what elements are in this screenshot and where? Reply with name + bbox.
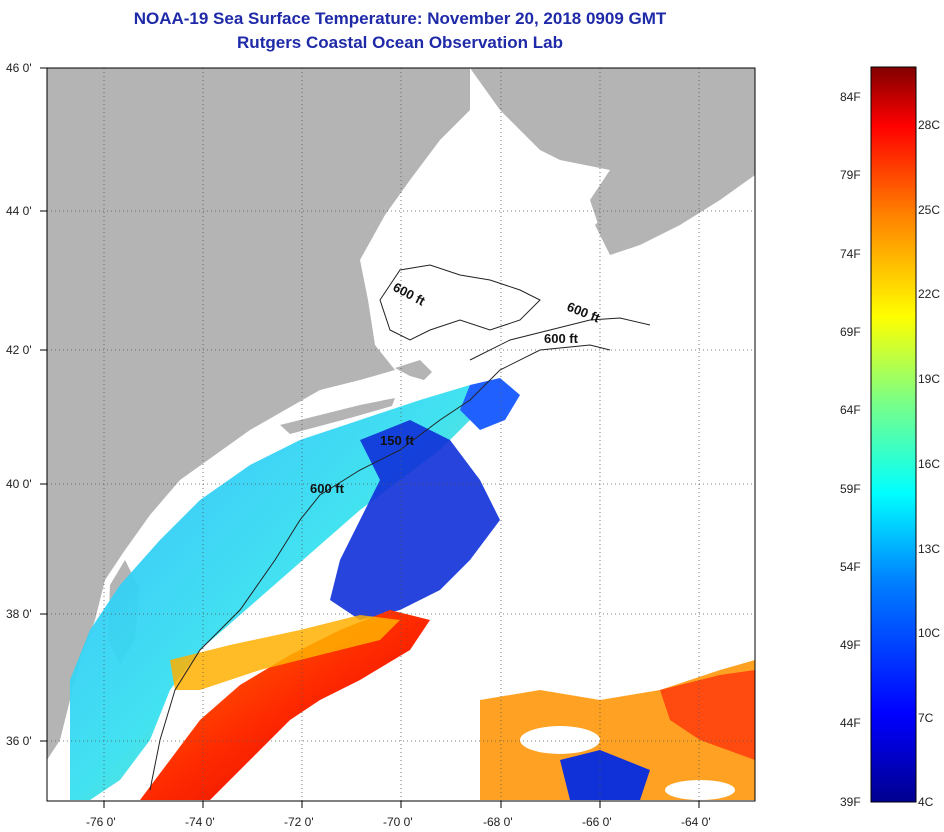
lat-tick-label: 44 0' [6, 204, 32, 218]
colorbar-f-labels: 84F 79F 74F 69F 64F 59F 54F 49F 44F 39F [840, 90, 861, 809]
contour-600ft [149, 344, 611, 791]
sst-warm-core [660, 670, 755, 760]
colorbar-f-label: 64F [840, 403, 861, 417]
colorbar-f-label: 59F [840, 482, 861, 496]
sst-cold-south [560, 750, 650, 800]
colorbar-c-label: 28C [918, 118, 940, 132]
lon-tick-label: -68 0' [483, 815, 513, 829]
colorbar-c-label: 10C [918, 626, 940, 640]
land-mainland [47, 68, 470, 760]
lat-tick-label: 46 0' [6, 61, 32, 75]
contour-label: 600 ft [544, 331, 579, 346]
land-cape-cod [395, 360, 432, 380]
colorbar-c-label: 7C [918, 711, 934, 725]
sst-shelf-water [70, 385, 470, 800]
lon-tick-label: -76 0' [86, 815, 116, 829]
lat-tick-label: 38 0' [6, 607, 32, 621]
land-long-island [280, 398, 395, 434]
colorbar-f-label: 44F [840, 716, 861, 730]
tick-marks [40, 67, 700, 808]
colorbar-f-label: 39F [840, 795, 861, 809]
sst-cold-patch [460, 378, 520, 430]
colorbar-c-label: 13C [918, 542, 940, 556]
colorbar-c-label: 16C [918, 457, 940, 471]
sst-cold-band [330, 420, 500, 620]
land-nova-scotia [595, 150, 755, 255]
lat-tick-label: 40 0' [6, 477, 32, 491]
lon-tick-label: -72 0' [284, 815, 314, 829]
contour-600ft-ne [469, 317, 651, 361]
contour-gulf-of-maine [379, 264, 541, 341]
colorbar-f-label: 84F [840, 90, 861, 104]
colorbar-c-label: 4C [918, 795, 934, 809]
lon-tick-label: -70 0' [383, 815, 413, 829]
colorbar-f-label: 49F [840, 638, 861, 652]
colorbar [870, 66, 917, 803]
colorbar-f-label: 54F [840, 560, 861, 574]
lon-tick-label: -64 0' [681, 815, 711, 829]
colorbar-f-label: 74F [840, 247, 861, 261]
colorbar-c-labels: 28C 25C 22C 19C 16C 13C 10C 7C 4C [918, 118, 940, 809]
lon-tick-label: -66 0' [582, 815, 612, 829]
lat-tick-label: 36 0' [6, 734, 32, 748]
colorbar-c-label: 19C [918, 372, 940, 386]
map-subtitle: Rutgers Coastal Ocean Observation Lab [237, 33, 563, 52]
map-title: NOAA-19 Sea Surface Temperature: Novembe… [133, 9, 667, 28]
lon-tick-label: -74 0' [185, 815, 215, 829]
colorbar-c-label: 25C [918, 203, 940, 217]
colorbar-f-label: 79F [840, 168, 861, 182]
contour-label: 150 ft [380, 433, 415, 448]
sst-gulf-stream [140, 610, 430, 800]
lat-tick-label: 42 0' [6, 343, 32, 357]
sst-warm-mix [170, 615, 400, 690]
colorbar-c-label: 22C [918, 287, 940, 301]
colorbar-f-label: 69F [840, 325, 861, 339]
contour-label: 600 ft [310, 481, 345, 496]
